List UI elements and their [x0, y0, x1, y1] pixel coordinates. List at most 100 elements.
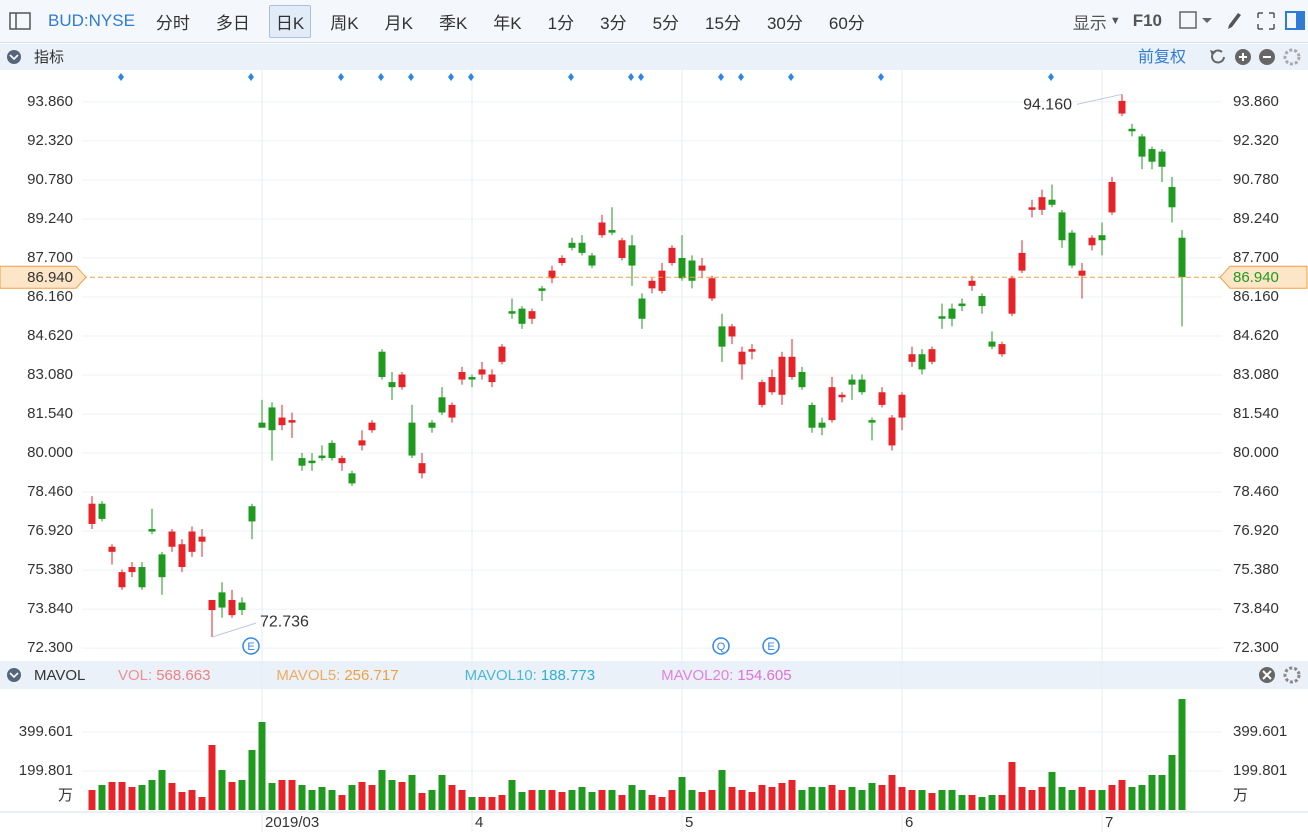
period-tab[interactable]: 月K	[384, 13, 413, 33]
volume-bar	[858, 790, 866, 810]
legend-value: 188.773	[541, 667, 595, 684]
period-tab[interactable]: 日K	[268, 4, 312, 38]
candle-body	[808, 404, 816, 428]
period-tab[interactable]: 3分	[600, 13, 627, 33]
event-marker	[638, 73, 644, 81]
y-tick-label: 92.320	[27, 132, 73, 149]
symbol[interactable]: BUD:NYSE	[48, 11, 135, 30]
y-tick-label-right: 80.000	[1233, 444, 1279, 461]
candle-body	[988, 341, 996, 347]
last-price-label: 86.940	[1233, 269, 1279, 286]
volume-bar	[928, 793, 936, 810]
y-tick-label: 399.601	[19, 723, 73, 740]
volume-bar	[618, 794, 626, 810]
y-tick-label-right: 78.460	[1233, 483, 1279, 500]
event-marker	[468, 73, 474, 81]
y-tick-label-right: 75.380	[1233, 561, 1279, 578]
event-marker	[878, 73, 884, 81]
period-tab[interactable]: 周K	[330, 13, 359, 33]
candle-body	[138, 567, 146, 588]
volume-bar	[1098, 790, 1106, 810]
volume-bar	[408, 774, 416, 810]
candle-body	[658, 270, 666, 291]
volume-icons[interactable]	[1259, 666, 1301, 684]
low-leader	[211, 622, 257, 638]
indicator-header	[0, 44, 1308, 70]
candle-body	[688, 260, 696, 281]
candle-body	[508, 311, 516, 314]
display-menu[interactable]: 显示	[1072, 13, 1107, 33]
collapse-icon[interactable]	[7, 50, 21, 64]
volume-bar	[738, 790, 746, 810]
y-tick-label-right: 76.920	[1233, 522, 1279, 539]
candle-body	[318, 455, 326, 459]
collapse-icon[interactable]	[7, 668, 21, 682]
f10-button[interactable]: F10	[1132, 11, 1162, 30]
volume-bar	[288, 779, 296, 810]
period-tab[interactable]: 60分	[828, 13, 865, 33]
panel-icons[interactable]	[1210, 48, 1301, 66]
volume-bar	[258, 722, 266, 810]
period-tab[interactable]: 分时	[155, 13, 190, 33]
volume-bar	[638, 790, 646, 810]
candle-body	[538, 288, 546, 291]
candle-body	[98, 503, 106, 519]
candle-body	[458, 371, 466, 380]
candle-body	[638, 298, 646, 319]
period-tab[interactable]: 年K	[493, 13, 522, 33]
period-tab[interactable]: 季K	[438, 13, 468, 33]
candle-body	[548, 270, 556, 279]
volume-bar	[758, 785, 766, 810]
period-tab[interactable]: 多日	[215, 13, 250, 33]
candle-body	[868, 420, 876, 423]
event-marker	[628, 73, 634, 81]
tool-icons[interactable]	[1178, 9, 1308, 33]
candle-body	[618, 240, 626, 258]
period-tab[interactable]: 15分	[705, 13, 741, 33]
candle-body	[128, 567, 136, 573]
candle-body	[778, 356, 786, 395]
volume-bar	[548, 790, 556, 810]
volume-bar	[1068, 790, 1076, 810]
volume-bar	[938, 790, 946, 810]
event-marker	[118, 73, 124, 81]
candle-body	[598, 222, 606, 236]
sidebar-icon[interactable]	[8, 11, 34, 31]
volume-bar	[668, 790, 676, 810]
event-icon	[242, 637, 260, 655]
candle-body	[848, 379, 856, 385]
y-tick-label-right: 87.700	[1233, 249, 1279, 266]
y-tick-label: 80.000	[27, 444, 73, 461]
period-tab[interactable]: 30分	[766, 13, 803, 33]
volume-bar	[578, 786, 586, 810]
period-tab[interactable]: 5分	[652, 13, 680, 33]
candle-body	[88, 503, 96, 524]
candle-body	[678, 257, 686, 279]
volume-bar	[528, 790, 536, 810]
low-label: 72.736	[260, 613, 309, 630]
event-icon-label: Q	[717, 641, 726, 653]
volume-bar	[958, 794, 966, 810]
volume-bar	[128, 786, 136, 810]
candle-body	[248, 506, 256, 522]
y-tick-label: 87.700	[27, 249, 73, 266]
volume-bar	[178, 791, 186, 810]
volume-bar	[978, 797, 986, 810]
y-tick-label-right: 72.300	[1233, 639, 1279, 656]
adjust-mode[interactable]: 前复权	[1138, 48, 1186, 66]
candle-body	[428, 422, 436, 428]
candle-body	[208, 599, 216, 611]
volume-bar	[308, 790, 316, 810]
event-marker	[408, 73, 414, 81]
event-icon-label: E	[247, 641, 254, 653]
y-tick-label-right: 81.540	[1233, 405, 1279, 422]
period-tab[interactable]: 1分	[547, 13, 575, 33]
volume-bar	[1138, 785, 1146, 810]
candle-body	[768, 377, 776, 393]
candle-body	[608, 230, 616, 233]
volume-bar	[878, 785, 886, 810]
y-tick-label: 78.460	[27, 483, 73, 500]
candle-body	[908, 354, 916, 362]
